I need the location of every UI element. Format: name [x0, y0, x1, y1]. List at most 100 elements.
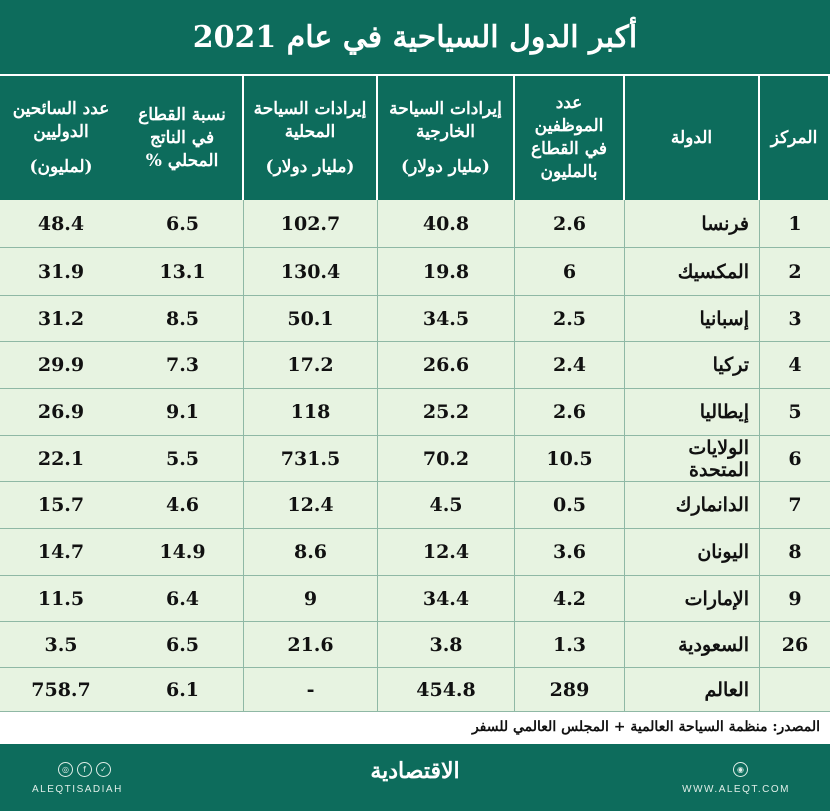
table-row: 3 إسبانيا 2.5 34.5 50.1 8.5 31.2: [0, 296, 830, 342]
header-line: عدد: [555, 93, 583, 113]
cell-rank: 7: [788, 494, 802, 516]
cell-country: إيطاليا: [625, 389, 760, 435]
header-tourists: عدد السائحين الدوليين (لمليون): [0, 76, 122, 200]
cell-rank: 6: [788, 447, 802, 470]
cell-employees: 4.2: [515, 576, 625, 621]
header-line: في الناتج: [149, 127, 215, 148]
cell-tourists: 29.9: [37, 354, 85, 376]
cell-tourists: 26.9: [37, 401, 85, 423]
cell-employees: 1.3: [515, 622, 625, 667]
cell-foreign-rev: 25.2: [378, 389, 515, 435]
cell-gdp-share: 6.5: [122, 200, 244, 247]
cell-foreign-rev: 12.4: [378, 529, 515, 575]
social-handle[interactable]: ALEQTISADIAH: [32, 784, 123, 795]
header-line: المحلي %: [145, 150, 219, 171]
cell-domestic-rev: 21.6: [244, 622, 378, 667]
cell-rank: 1: [788, 212, 802, 235]
twitter-icon[interactable]: ✓: [96, 762, 111, 777]
cell-employees: 2.6: [515, 389, 625, 435]
source-bar: المصدر: منظمة السياحة العالمية + المجلس …: [0, 712, 830, 744]
header-line: عدد السائحين: [12, 98, 110, 119]
page-title: أكبر الدول السياحية في عام 2021: [192, 19, 638, 55]
cell-tourists: 14.7: [37, 541, 85, 563]
header-line: الموظفين: [534, 116, 604, 136]
facebook-icon[interactable]: f: [77, 762, 92, 777]
table-row: 9 الإمارات 4.2 34.4 9 6.4 11.5: [0, 576, 830, 622]
cell-gdp-share: 7.3: [122, 342, 244, 388]
header-line: الدوليين: [33, 121, 89, 142]
title-bar: أكبر الدول السياحية في عام 2021: [0, 0, 830, 74]
cell-country: فرنسا: [625, 200, 760, 247]
table-row: 6 الولايات المتحدة 10.5 70.2 731.5 5.5 22.1: [0, 436, 830, 482]
header-line: إيرادات السياحة: [253, 98, 367, 119]
table-body: 1 فرنسا 2.6 40.8 102.7 6.5 48.4 2 المكسيك 6 19.8 13…: [0, 200, 830, 712]
cell-foreign-rev: 4.5: [378, 482, 515, 528]
cell-tourists: 15.7: [37, 494, 85, 516]
cell-employees: 6: [515, 248, 625, 295]
cell-rank: 2: [788, 260, 802, 283]
table-header: المركز الدولة عدد الموظفين في القطاع بالملي…: [0, 76, 830, 200]
header-country: الدولة: [625, 76, 760, 200]
cell-tourists: 31.2: [37, 307, 85, 330]
cell-employees: 3.6: [515, 529, 625, 575]
cell-gdp-share: 4.6: [122, 482, 244, 528]
instagram-icon[interactable]: ◎: [58, 762, 73, 777]
cell-employees: 2.6: [515, 200, 625, 247]
cell-employees: 289: [515, 668, 625, 711]
cell-country: العالم: [625, 668, 760, 711]
cell-domestic-rev: 50.1: [244, 296, 378, 341]
cell-country: الدانمارك: [625, 482, 760, 528]
header-line: المركز: [770, 127, 818, 148]
social-icons: ◎ f ✓: [58, 762, 111, 777]
cell-domestic-rev: 8.6: [244, 529, 378, 575]
header-line: في القطاع: [531, 139, 607, 159]
cell-foreign-rev: 19.8: [378, 248, 515, 295]
header-gdp-share: نسبة القطاع في الناتج المحلي %: [122, 76, 244, 200]
header-tourists-unit: (لمليون): [29, 156, 93, 177]
cell-tourists: 758.7: [31, 678, 91, 701]
brand-logo: الاقتصادية: [370, 758, 460, 784]
table-row: 8 اليونان 3.6 12.4 8.6 14.9 14.7: [0, 529, 830, 576]
table-row: 4 تركيا 2.4 26.6 17.2 7.3 29.9: [0, 342, 830, 389]
header-foreign-revenue: إيرادات السياحة الخارجية (مليار دولار): [378, 76, 515, 200]
cell-country: إسبانيا: [625, 296, 760, 341]
cell-rank: 3: [788, 307, 802, 330]
cell-rank: 8: [788, 541, 802, 563]
cell-tourists: 22.1: [37, 447, 85, 470]
cell-foreign-rev: 34.4: [378, 576, 515, 621]
cell-domestic-rev: 118: [244, 389, 378, 435]
cell-country: الإمارات: [625, 576, 760, 621]
cell-gdp-share: 6.4: [122, 576, 244, 621]
cell-tourists: 31.9: [37, 260, 85, 283]
cell-domestic-rev: 731.5: [244, 436, 378, 481]
table-row: 1 فرنسا 2.6 40.8 102.7 6.5 48.4: [0, 200, 830, 248]
cell-domestic-rev: 9: [244, 576, 378, 621]
cell-country: المكسيك: [625, 248, 760, 295]
cell-gdp-share: 13.1: [122, 248, 244, 295]
cell-tourists: 3.5: [44, 633, 78, 656]
website-link[interactable]: WWW.ALEQT.COM: [682, 784, 790, 795]
header-employees: عدد الموظفين في القطاع بالمليون: [515, 76, 625, 200]
header-domestic-revenue: إيرادات السياحة المحلية (مليار دولار): [244, 76, 378, 200]
cell-gdp-share: 8.5: [122, 296, 244, 341]
header-line: المحلية: [284, 121, 336, 142]
table-row: 5 إيطاليا 2.6 25.2 118 9.1 26.9: [0, 389, 830, 436]
cell-rank: 5: [788, 401, 802, 423]
cell-employees: 2.5: [515, 296, 625, 341]
cell-foreign-rev: 26.6: [378, 342, 515, 388]
footer: ◎ f ✓ ALEQTISADIAH الاقتصادية ◉ WWW.ALEQ…: [0, 744, 830, 811]
header-line: إيرادات السياحة: [389, 98, 502, 119]
cell-tourists: 11.5: [37, 587, 85, 610]
cell-domestic-rev: 130.4: [244, 248, 378, 295]
cell-country: تركيا: [625, 342, 760, 388]
header-line: الدولة: [670, 127, 713, 148]
cell-domestic-rev: -: [244, 668, 378, 711]
cell-gdp-share: 6.5: [122, 622, 244, 667]
table-row-world: العالم 289 454.8-6.1 758.7: [0, 668, 830, 712]
cell-employees: 0.5: [515, 482, 625, 528]
cell-domestic-rev: 102.7: [244, 200, 378, 247]
table-row: 2 المكسيك 6 19.8 130.4 13.1 31.9: [0, 248, 830, 296]
cell-employees: 2.4: [515, 342, 625, 388]
cell-domestic-rev: 17.2: [244, 342, 378, 388]
